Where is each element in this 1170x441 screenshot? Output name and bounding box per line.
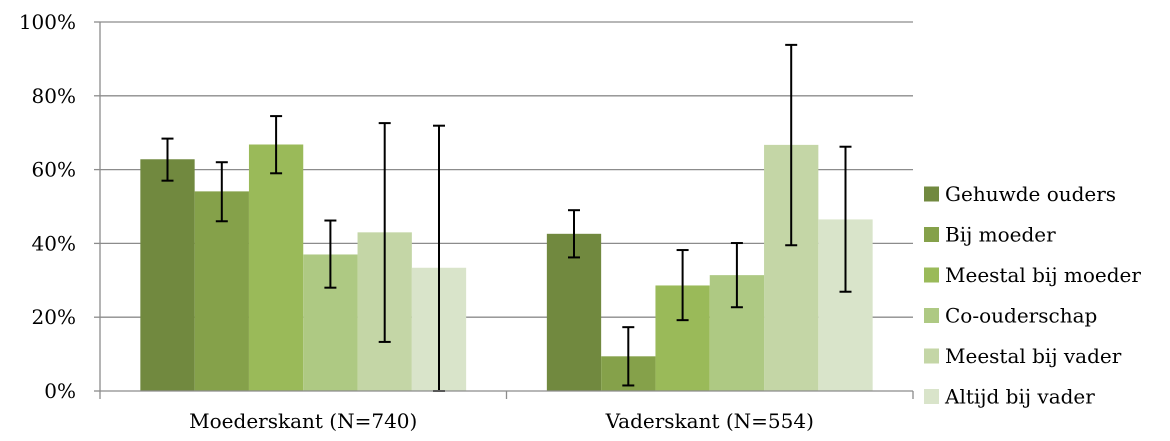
legend-label: Meestal bij vader bbox=[945, 344, 1122, 368]
legend-label: Altijd bij vader bbox=[944, 385, 1095, 409]
legend-label: Gehuwde ouders bbox=[945, 182, 1116, 206]
error-bars bbox=[161, 43, 852, 392]
legend-label: Bij moeder bbox=[945, 223, 1056, 247]
y-tick-label: 60% bbox=[32, 158, 76, 182]
bars bbox=[140, 144, 873, 391]
legend-swatch bbox=[924, 308, 939, 323]
legend: Gehuwde ouders Bij moeder Meestal bij moed… bbox=[924, 182, 1141, 409]
x-category-label: Moederskant (N=740) bbox=[189, 409, 417, 433]
legend-swatch bbox=[924, 267, 939, 283]
legend-swatch bbox=[924, 348, 939, 364]
bar bbox=[546, 233, 602, 391]
legend-swatch bbox=[924, 389, 939, 404]
y-tick-label: 40% bbox=[32, 231, 76, 255]
legend-swatch bbox=[924, 186, 939, 202]
x-category-label: Vaderskant (N=554) bbox=[605, 409, 814, 433]
y-tick-label: 80% bbox=[32, 84, 76, 108]
bar bbox=[248, 144, 304, 391]
legend-swatch bbox=[924, 227, 939, 242]
bar bbox=[140, 159, 195, 391]
legend-label: Co-ouderschap bbox=[945, 304, 1097, 328]
y-tick-label: 100% bbox=[19, 10, 76, 34]
y-tick-label: 0% bbox=[44, 379, 76, 403]
legend-label: Meestal bij moeder bbox=[945, 263, 1141, 287]
axes: 0% 20% 40% 60% 80% 100% Moederskant (N=740) Vad… bbox=[19, 10, 914, 433]
bar bbox=[194, 191, 249, 391]
y-tick-label: 20% bbox=[32, 305, 76, 329]
